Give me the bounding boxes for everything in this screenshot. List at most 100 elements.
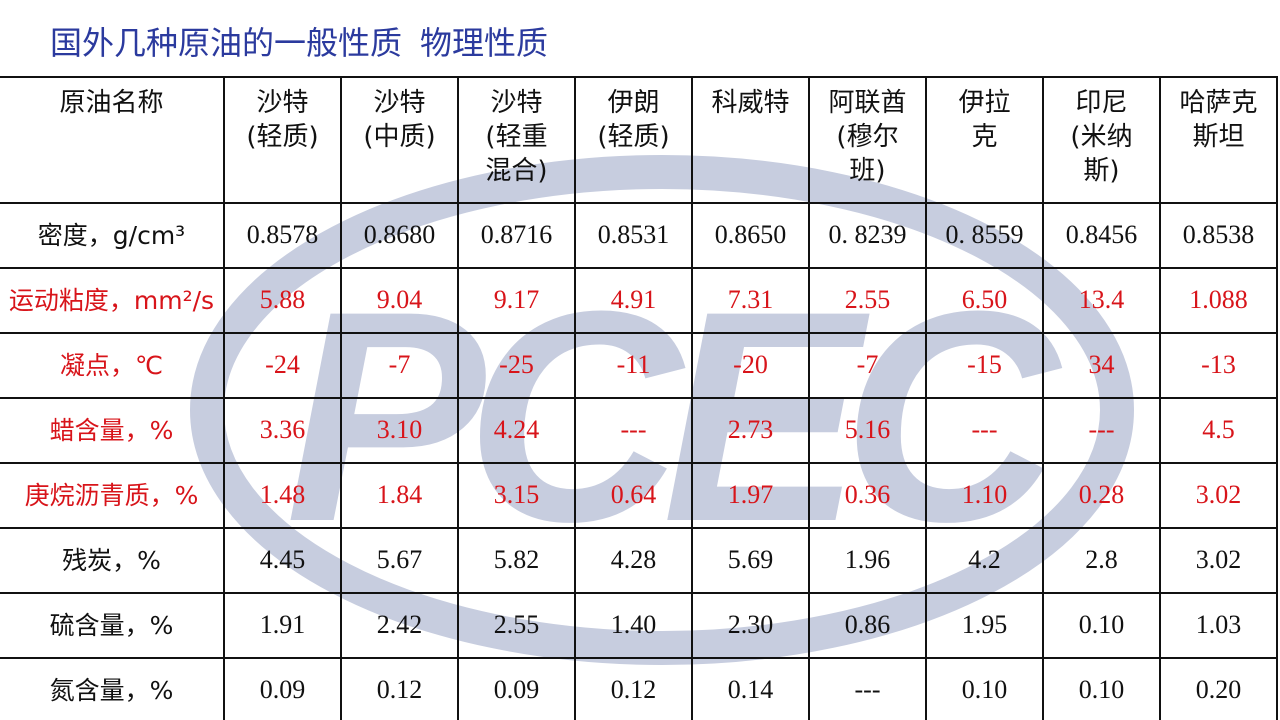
- value-cell: 0.8456: [1042, 202, 1161, 269]
- header-crude-line: 印尼: [1075, 88, 1128, 118]
- header-crude-cell: 沙特 (轻重 混合): [457, 76, 576, 204]
- header-crude-line: (轻重: [485, 122, 548, 152]
- table-row: 密度，g/cm³ 0.8578 0.8680 0.8716 0.8531 0.8650 0.…: [0, 202, 1278, 269]
- header-crude-line: 阿联酋: [828, 88, 907, 118]
- value-cell: 2.30: [691, 592, 810, 659]
- value-cell: 2.55: [457, 592, 576, 659]
- header-crude-cell: 印尼 (米纳斯): [1042, 76, 1161, 204]
- title-main: 国外几种原油的一般性质: [50, 24, 403, 62]
- value-cell: 0.10: [1042, 592, 1161, 659]
- value-cell: -11: [574, 332, 693, 399]
- value-cell: 0.86: [808, 592, 927, 659]
- row-label-cell: 凝点，℃: [0, 332, 225, 399]
- value-cell: 0.8578: [223, 202, 342, 269]
- value-cell: -15: [925, 332, 1044, 399]
- value-cell: 34: [1042, 332, 1161, 399]
- row-label-cell: 密度，g/cm³: [0, 202, 225, 269]
- value-cell: 5.16: [808, 397, 927, 464]
- header-crude-line: 沙特: [490, 88, 543, 118]
- value-cell: 0.8680: [340, 202, 459, 269]
- value-cell: 7.31: [691, 267, 810, 334]
- value-cell: 0.8531: [574, 202, 693, 269]
- value-cell: 3.02: [1159, 462, 1278, 529]
- header-crude-cell: 沙特 (轻质): [223, 76, 342, 204]
- value-cell: 0.12: [340, 657, 459, 720]
- row-label-cell: 蜡含量，%: [0, 397, 225, 464]
- value-cell: 3.10: [340, 397, 459, 464]
- value-cell: -7: [340, 332, 459, 399]
- value-cell: 2.55: [808, 267, 927, 334]
- value-cell: 0. 8239: [808, 202, 927, 269]
- table-row: 硫含量，% 1.91 2.42 2.55 1.40 2.30 0.86 1.95 0.10 1.0…: [0, 592, 1278, 659]
- value-cell: 1.96: [808, 527, 927, 594]
- value-cell: -13: [1159, 332, 1278, 399]
- header-crude-line: 哈萨克: [1179, 88, 1258, 118]
- value-cell: 1.91: [223, 592, 342, 659]
- value-cell: 0.10: [925, 657, 1044, 720]
- header-crude-cell: 沙特 (中质): [340, 76, 459, 204]
- header-crude-cell: 伊朗 (轻质): [574, 76, 693, 204]
- value-cell: 1.03: [1159, 592, 1278, 659]
- value-cell: -24: [223, 332, 342, 399]
- value-cell: 5.67: [340, 527, 459, 594]
- table-row: 残炭，% 4.45 5.67 5.82 4.28 5.69 1.96 4.2 2.8 3.02: [0, 527, 1278, 594]
- value-cell: 1.088: [1159, 267, 1278, 334]
- value-cell: -25: [457, 332, 576, 399]
- value-cell: 0.8650: [691, 202, 810, 269]
- header-crude-cell: 科威特: [691, 76, 810, 204]
- value-cell: 0.20: [1159, 657, 1278, 720]
- value-cell: 0.8538: [1159, 202, 1278, 269]
- header-crude-line: (米纳: [1070, 122, 1133, 152]
- value-cell: ---: [808, 657, 927, 720]
- crude-oil-properties-table: 原油名称 沙特 (轻质) 沙特 (中质) 沙特 (轻重 混合) 伊朗 (轻质) 科威特 阿联酋 (穆尔…: [0, 76, 1278, 720]
- table-row: 凝点，℃ -24 -7 -25 -11 -20 -7 -15 34 -13: [0, 332, 1278, 399]
- header-crude-line: 沙特: [256, 88, 309, 118]
- table-row: 运动粘度，mm²/s 5.88 9.04 9.17 4.91 7.31 2.55 6.50 13…: [0, 267, 1278, 334]
- header-crude-line: 斯): [1083, 156, 1120, 186]
- row-label-cell: 残炭，%: [0, 527, 225, 594]
- value-cell: 1.10: [925, 462, 1044, 529]
- value-cell: 0.09: [457, 657, 576, 720]
- value-cell: ---: [925, 397, 1044, 464]
- header-crude-cell: 哈萨克 斯坦: [1159, 76, 1278, 204]
- row-label-cell: 庚烷沥青质，%: [0, 462, 225, 529]
- value-cell: 1.97: [691, 462, 810, 529]
- header-crude-line: 沙特: [373, 88, 426, 118]
- row-label-cell: 运动粘度，mm²/s: [0, 267, 225, 334]
- table-header-row: 原油名称 沙特 (轻质) 沙特 (中质) 沙特 (轻重 混合) 伊朗 (轻质) 科威特 阿联酋 (穆尔…: [0, 76, 1278, 204]
- table-row: 蜡含量，% 3.36 3.10 4.24 --- 2.73 5.16 --- --- 4.5: [0, 397, 1278, 464]
- header-crude-line: (中质): [363, 122, 436, 152]
- header-label-cell: 原油名称: [0, 76, 225, 204]
- header-crude-line: (轻质): [597, 122, 670, 152]
- value-cell: 2.73: [691, 397, 810, 464]
- value-cell: 4.91: [574, 267, 693, 334]
- value-cell: 5.88: [223, 267, 342, 334]
- header-crude-cell: 阿联酋 (穆尔 班): [808, 76, 927, 204]
- value-cell: 1.40: [574, 592, 693, 659]
- value-cell: 0.12: [574, 657, 693, 720]
- value-cell: 6.50: [925, 267, 1044, 334]
- value-cell: 0.64: [574, 462, 693, 529]
- value-cell: 0.28: [1042, 462, 1161, 529]
- value-cell: 1.84: [340, 462, 459, 529]
- table-row: 氮含量，% 0.09 0.12 0.09 0.12 0.14 --- 0.10 0.10 0.20: [0, 657, 1278, 720]
- value-cell: 0.36: [808, 462, 927, 529]
- title-sub: 物理性质: [420, 24, 549, 62]
- value-cell: 0.14: [691, 657, 810, 720]
- value-cell: 4.5: [1159, 397, 1278, 464]
- page-title: 国外几种原油的一般性质 物理性质: [50, 18, 548, 64]
- row-label-cell: 硫含量，%: [0, 592, 225, 659]
- value-cell: 0.10: [1042, 657, 1161, 720]
- value-cell: 9.17: [457, 267, 576, 334]
- value-cell: 2.8: [1042, 527, 1161, 594]
- value-cell: 5.82: [457, 527, 576, 594]
- value-cell: 0.8716: [457, 202, 576, 269]
- value-cell: 13.4: [1042, 267, 1161, 334]
- value-cell: 2.42: [340, 592, 459, 659]
- value-cell: 3.15: [457, 462, 576, 529]
- header-crude-line: (穆尔: [836, 122, 899, 152]
- value-cell: 4.45: [223, 527, 342, 594]
- value-cell: 4.24: [457, 397, 576, 464]
- header-crude-line: 伊朗: [607, 88, 660, 118]
